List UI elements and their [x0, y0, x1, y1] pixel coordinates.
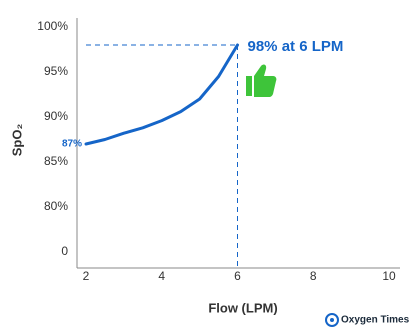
brand-logo: [325, 313, 339, 327]
y-tick-label: 0: [61, 244, 68, 258]
x-tick-label: 4: [158, 269, 165, 283]
y-tick-label: 95%: [44, 64, 68, 78]
x-tick-label: 2: [83, 269, 90, 283]
brand-name: Oxygen Times: [341, 315, 410, 326]
y-tick-label: 80%: [44, 199, 68, 213]
data-line: [84, 43, 239, 146]
x-tick-label: 8: [310, 269, 317, 283]
y-tick-label: 100%: [37, 19, 68, 33]
x-axis-label: Flow (LPM): [208, 300, 277, 315]
annotation: 98% at 6 LPM: [248, 38, 344, 55]
y-tick-label: 90%: [44, 109, 68, 123]
y-axis-label: SpO₂: [9, 124, 24, 157]
y-tick-label: 85%: [44, 154, 68, 168]
thumbs-up-icon: [246, 64, 277, 97]
x-tick-label: 10: [382, 269, 396, 283]
data-label: 87%: [62, 139, 82, 150]
x-tick-label: 6: [234, 269, 241, 283]
